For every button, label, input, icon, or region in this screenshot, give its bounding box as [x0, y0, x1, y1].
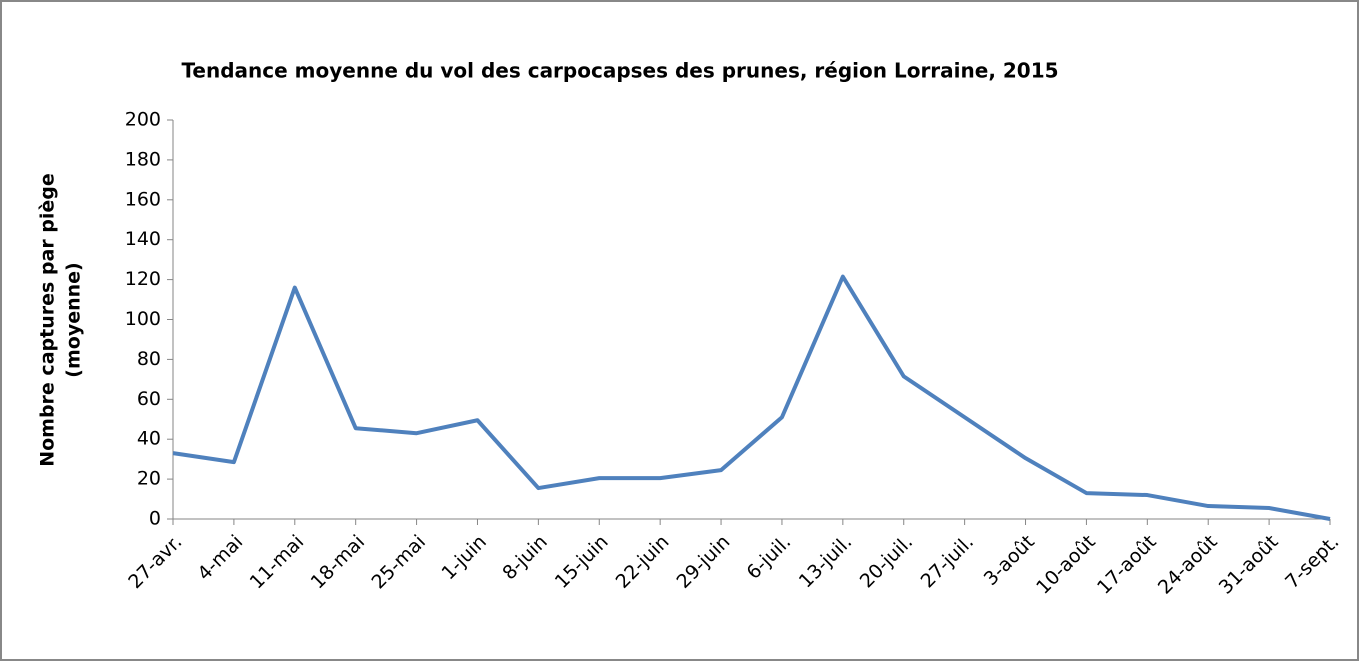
y-tick-label: 140: [125, 228, 161, 250]
y-tick-label: 80: [137, 348, 161, 370]
line-series: [172, 274, 1331, 521]
y-tick-label: 60: [137, 388, 161, 410]
y-tick-label: 0: [149, 508, 161, 530]
y-tick-label: 180: [125, 148, 161, 170]
y-tick-label: 200: [125, 109, 161, 131]
y-tick-label: 160: [125, 188, 161, 210]
y-axis-title: (moyenne): [63, 262, 85, 377]
y-tick-label: 100: [125, 308, 161, 330]
chart-title: Tendance moyenne du vol des carpocapses …: [181, 59, 1058, 83]
y-tick-label: 120: [125, 268, 161, 290]
y-axis-title: Nombre captures par piège: [37, 173, 59, 467]
y-tick-label: 40: [137, 428, 161, 450]
y-tick-label: 20: [137, 468, 161, 490]
